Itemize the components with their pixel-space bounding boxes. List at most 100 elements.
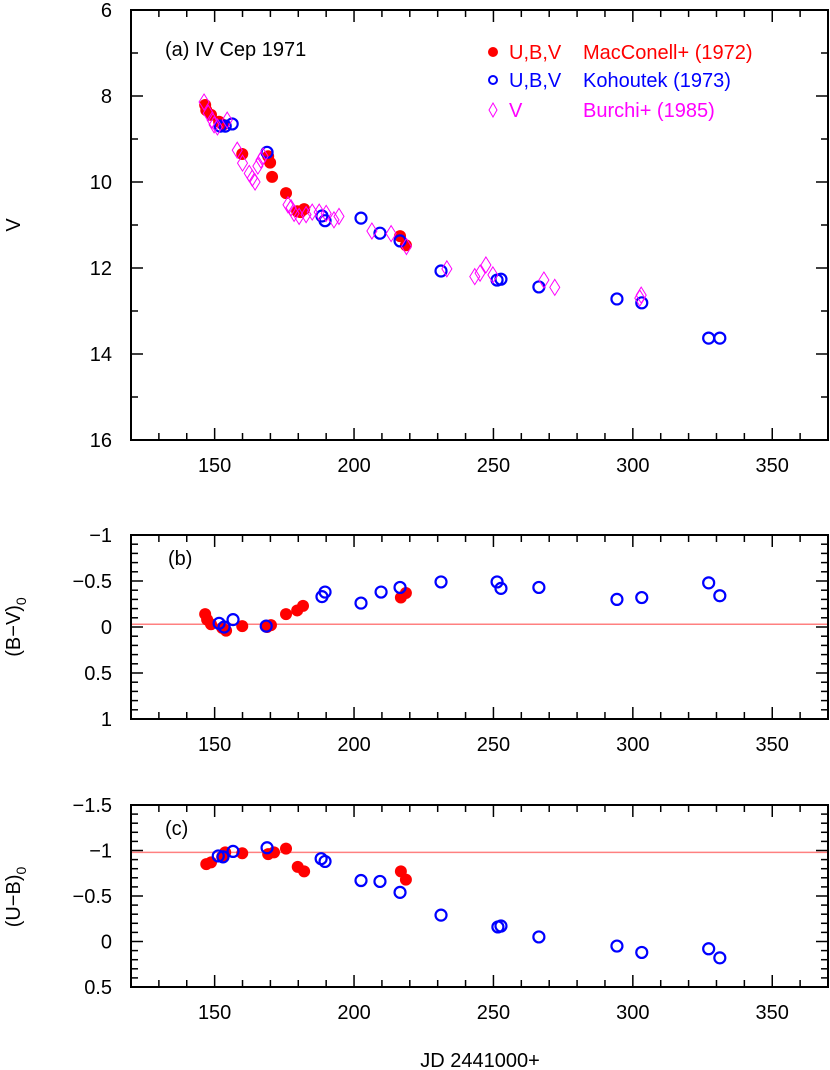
data-point-kohoutek — [354, 596, 368, 610]
y-tick-label: 0.5 — [84, 977, 112, 999]
data-point-burchi — [385, 224, 397, 243]
data-point-burchi — [198, 93, 210, 111]
data-point-burchi — [293, 207, 305, 226]
data-point-macconell — [298, 865, 311, 878]
data-point-burchi — [236, 154, 249, 173]
x-tick-label: 350 — [756, 734, 789, 756]
y-tick-label: 0 — [101, 617, 112, 639]
y-tick-label: −1.5 — [73, 795, 112, 817]
data-point-kohoutek — [259, 619, 273, 633]
legend-bands: U,B,V — [509, 42, 562, 64]
data-point-kohoutek — [610, 939, 624, 953]
panel-c: 150 200 250 300 350−1.5−1−0.500.5(U−B)0(c) — [3, 795, 829, 1024]
data-point-burchi — [300, 205, 312, 224]
legend-marker-diamond — [488, 101, 498, 119]
data-point-burchi — [400, 237, 413, 256]
data-point-kohoutek — [225, 117, 239, 131]
data-point-macconell — [268, 846, 281, 859]
data-point-kohoutek — [713, 589, 727, 603]
y-tick-label: 1 — [101, 709, 112, 731]
data-point-kohoutek — [635, 590, 649, 605]
data-point-macconell — [280, 842, 293, 855]
data-point-burchi — [252, 157, 264, 176]
data-point-kohoutek — [217, 620, 231, 634]
data-point-kohoutek — [532, 930, 546, 944]
y-axis-title: (U−B)0 — [3, 867, 29, 928]
data-point-kohoutek — [354, 211, 368, 225]
plot-frame — [130, 534, 829, 720]
data-point-macconell — [399, 586, 412, 599]
data-point-kohoutek — [532, 580, 546, 595]
data-point-burchi — [487, 265, 499, 284]
y-axis-title-main: V — [3, 218, 25, 232]
y-tick-label: 0.5 — [84, 663, 112, 685]
data-point-kohoutek — [393, 234, 407, 248]
data-point-kohoutek — [216, 850, 230, 864]
data-point-kohoutek — [373, 874, 387, 889]
y-axis-title-subscript: 0 — [13, 867, 29, 875]
data-point-kohoutek — [374, 585, 388, 599]
data-point-burchi — [249, 173, 261, 191]
y-axis-title-subscript: 0 — [13, 597, 29, 605]
x-tick-label: 300 — [616, 455, 649, 477]
x-tick-label: 300 — [616, 1002, 649, 1024]
data-point-kohoutek — [226, 613, 240, 627]
data-point-kohoutek — [393, 580, 407, 595]
data-point-burchi — [320, 204, 332, 223]
data-point-macconell — [236, 620, 249, 633]
plot-frame — [130, 9, 829, 441]
x-tick-label: 300 — [616, 734, 649, 756]
data-point-burchi — [366, 222, 378, 240]
x-tick-label: 350 — [756, 455, 789, 477]
x-tick-label: 150 — [198, 734, 231, 756]
legend: U,B,V MacConell+ (1972) U,B,V Kohoutek (197… — [488, 42, 753, 122]
data-point-macconell — [399, 873, 412, 886]
y-tick-label: 0 — [101, 932, 112, 954]
data-point-macconell — [264, 156, 277, 169]
data-point-macconell — [280, 187, 293, 200]
data-point-burchi — [231, 141, 243, 160]
data-point-burchi — [635, 286, 647, 305]
y-tick-label: 14 — [90, 344, 112, 366]
y-tick-label: −0.5 — [73, 886, 112, 908]
panel-label: (c) — [165, 818, 188, 840]
data-point-kohoutek — [494, 919, 508, 933]
x-tick-label: 250 — [477, 734, 510, 756]
data-point-kohoutek — [318, 585, 332, 599]
data-point-burchi — [313, 203, 325, 222]
y-tick-label: −0.5 — [73, 571, 112, 593]
data-point-burchi — [333, 207, 345, 226]
x-tick-label: 250 — [477, 455, 510, 477]
data-points — [198, 93, 727, 345]
data-point-kohoutek — [434, 264, 448, 278]
data-point-burchi — [221, 111, 233, 130]
x-tick-label: 200 — [337, 734, 370, 756]
data-point-burchi — [538, 271, 550, 289]
y-tick-label: 8 — [101, 86, 112, 108]
data-point-burchi — [206, 111, 218, 130]
data-point-burchi — [211, 118, 224, 136]
data-point-kohoutek — [318, 214, 332, 228]
data-point-kohoutek — [434, 575, 448, 589]
data-point-kohoutek — [490, 575, 504, 589]
data-point-kohoutek — [713, 331, 727, 345]
data-point-kohoutek — [434, 908, 448, 922]
x-tick-label: 200 — [337, 1002, 370, 1024]
y-tick-label: 16 — [90, 430, 112, 452]
data-point-burchi — [480, 256, 492, 274]
legend-source: Kohoutek (1973) — [583, 70, 731, 92]
legend-marker-open-circle — [488, 75, 498, 85]
data-point-kohoutek — [318, 854, 332, 869]
data-point-kohoutek — [393, 885, 407, 899]
x-tick-label: 350 — [756, 1002, 789, 1024]
data-points — [200, 841, 727, 965]
data-point-kohoutek — [702, 331, 716, 345]
data-point-kohoutek — [702, 942, 716, 956]
panel-label: (a) IV Cep 1971 — [165, 39, 306, 61]
data-point-burchi — [328, 210, 340, 229]
data-point-kohoutek — [635, 945, 649, 960]
data-point-macconell — [280, 608, 293, 621]
x-tick-label: 150 — [198, 455, 231, 477]
data-point-burchi — [474, 264, 486, 283]
